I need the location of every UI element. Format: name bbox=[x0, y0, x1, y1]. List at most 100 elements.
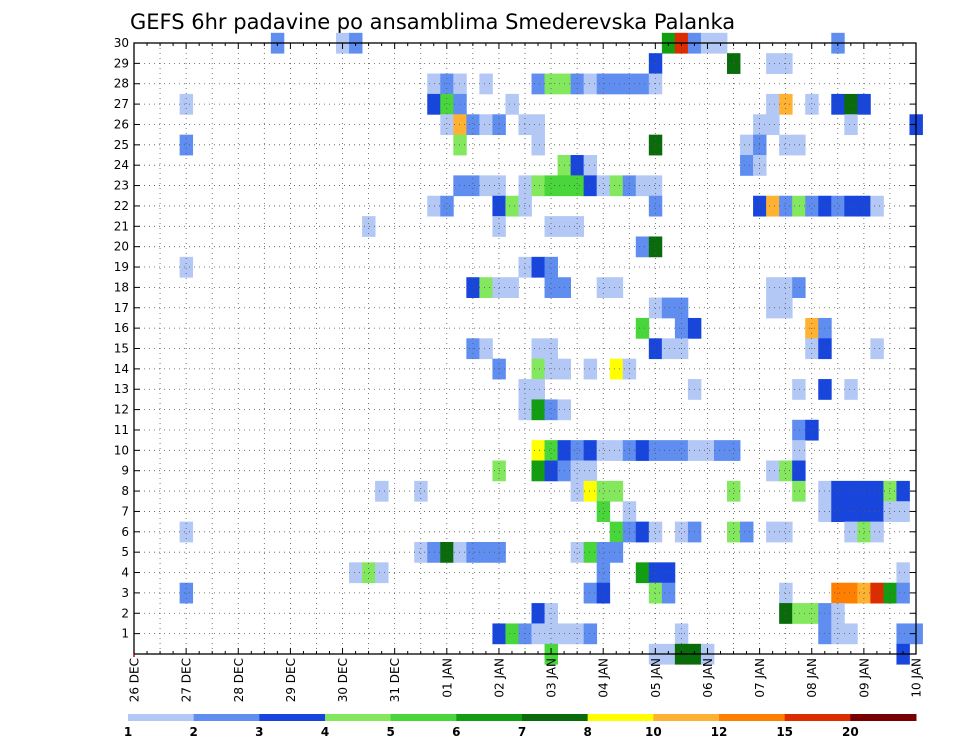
cell-member-18-step-27 bbox=[479, 277, 493, 298]
legend-swatch-10 bbox=[784, 714, 851, 721]
y-tick-label-10: 10 bbox=[114, 443, 129, 457]
cell-member-26-step-55 bbox=[844, 114, 858, 136]
cell-member-22-step-51 bbox=[792, 195, 806, 217]
cell-member-6-step-55 bbox=[844, 521, 858, 543]
cell-member-12-step-31 bbox=[531, 399, 545, 421]
cell-member-26-step-27 bbox=[479, 114, 493, 136]
cell-member-23-step-27 bbox=[479, 175, 493, 197]
cell-member-17-step-50 bbox=[779, 297, 793, 319]
x-tick-label-13: 08 JAN bbox=[805, 658, 819, 698]
cell-member-5-step-24 bbox=[440, 541, 454, 563]
cell-member-28-step-31 bbox=[531, 73, 545, 95]
cell-member-4-step-59 bbox=[896, 562, 910, 584]
cell-member-22-step-29 bbox=[505, 195, 519, 217]
x-tick-label-3: 29 DEC bbox=[284, 658, 298, 702]
y-tick-label-5: 5 bbox=[121, 545, 129, 559]
cell-member-4-step-18 bbox=[362, 562, 376, 584]
y-tick-label-21: 21 bbox=[114, 219, 129, 233]
cell-member-8-step-19 bbox=[375, 480, 389, 502]
cell-member-7-step-54 bbox=[831, 501, 845, 523]
legend-label-15: 15 bbox=[776, 725, 793, 739]
cell-member-10-step-40 bbox=[648, 440, 663, 461]
cell-member-1-step-31 bbox=[531, 623, 545, 645]
cell-member-23-step-34 bbox=[570, 175, 585, 197]
legend-label-3: 3 bbox=[255, 725, 263, 739]
y-tick-label-18: 18 bbox=[114, 280, 129, 294]
y-tick-label-7: 7 bbox=[121, 504, 129, 518]
cell-member-18-step-51 bbox=[792, 277, 806, 298]
cell-member-3-step-59 bbox=[896, 582, 910, 604]
x-tick-label-10: 05 JAN bbox=[649, 658, 663, 698]
cell-member-17-step-41 bbox=[661, 297, 676, 319]
cell-member-18-step-36 bbox=[596, 277, 611, 298]
y-tick-label-2: 2 bbox=[121, 606, 129, 620]
cell-member-26-step-30 bbox=[518, 114, 532, 136]
cell-member-5-step-37 bbox=[609, 541, 624, 563]
cell-member-5-step-36 bbox=[596, 541, 611, 563]
cell-member-9-step-35 bbox=[583, 460, 598, 482]
cell-member-22-step-40 bbox=[648, 195, 663, 217]
legend-swatch-8 bbox=[653, 714, 720, 721]
cell-member-10-step-32 bbox=[544, 440, 558, 461]
cell-member-25-step-40 bbox=[648, 134, 663, 156]
legend-label-6: 6 bbox=[452, 725, 460, 739]
cell-member-3-step-35 bbox=[583, 582, 598, 604]
x-tick-label-14: 09 JAN bbox=[857, 658, 871, 698]
cell-member-24-step-47 bbox=[740, 155, 754, 176]
cell-member-8-step-37 bbox=[609, 480, 624, 502]
cell-member-25-step-47 bbox=[740, 134, 754, 156]
cell-member-27-step-54 bbox=[831, 93, 845, 115]
cell-member-12-step-30 bbox=[518, 399, 532, 421]
legend-swatch-7 bbox=[587, 714, 654, 721]
cell-member-4-step-36 bbox=[596, 562, 611, 584]
cell-member-27-step-29 bbox=[505, 93, 519, 115]
cell-member-1-step-55 bbox=[844, 623, 858, 645]
cell-member-10-step-45 bbox=[713, 440, 728, 461]
cell-member-14-step-37 bbox=[609, 358, 624, 380]
cell-member-19-step-4 bbox=[179, 256, 194, 278]
y-tick-label-25: 25 bbox=[114, 138, 129, 152]
cell-member-3-step-57 bbox=[870, 582, 884, 604]
cell-member-23-step-39 bbox=[635, 175, 650, 197]
legend-swatch-4 bbox=[390, 714, 457, 721]
cell-member-8-step-55 bbox=[844, 480, 858, 502]
cell-member-10-step-35 bbox=[583, 440, 598, 461]
cell-member-19-step-31 bbox=[531, 256, 545, 278]
cell-member-4-step-41 bbox=[661, 562, 676, 584]
grid-lines bbox=[134, 43, 916, 654]
cell-member-11-step-51 bbox=[792, 419, 806, 441]
cell-member-7-step-55 bbox=[844, 501, 858, 523]
cell-member-23-step-26 bbox=[466, 175, 480, 197]
cell-member-8-step-59 bbox=[896, 480, 910, 502]
cell-member-8-step-51 bbox=[792, 480, 806, 502]
cell-member-10-step-46 bbox=[727, 440, 741, 461]
x-tick-label-7: 02 JAN bbox=[492, 658, 506, 698]
y-tick-label-8: 8 bbox=[121, 484, 129, 498]
x-tick-label-6: 01 JAN bbox=[440, 658, 454, 698]
cell-member-21-step-34 bbox=[570, 216, 585, 237]
cell-member-6-step-4 bbox=[179, 521, 194, 543]
cell-member-24-step-34 bbox=[570, 155, 585, 176]
cell-member-13-step-51 bbox=[792, 379, 806, 400]
cell-member-5-step-25 bbox=[453, 541, 467, 563]
cell-member-28-step-25 bbox=[453, 73, 467, 95]
cell-member-28-step-23 bbox=[427, 73, 441, 95]
cell-member-25-step-31 bbox=[531, 134, 545, 156]
cell-member-9-step-49 bbox=[766, 460, 780, 482]
cell-member-8-step-58 bbox=[883, 480, 897, 502]
cell-member-9-step-31 bbox=[531, 460, 545, 482]
cell-member-7-step-59 bbox=[896, 501, 910, 523]
x-tick-label-15: 10 JAN bbox=[910, 658, 924, 698]
cell-member-4-step-17 bbox=[349, 562, 363, 584]
cell-member-23-step-35 bbox=[583, 175, 598, 197]
x-tick-label-5: 31 DEC bbox=[388, 658, 402, 702]
x-tick-label-4: 30 DEC bbox=[336, 658, 350, 702]
cell-member-10-step-51 bbox=[792, 440, 806, 461]
y-tick-label-9: 9 bbox=[121, 464, 129, 478]
cell-member-7-step-36 bbox=[596, 501, 611, 523]
cell-member-27-step-52 bbox=[805, 93, 819, 115]
cell-member-23-step-36 bbox=[596, 175, 611, 197]
legend-swatch-2 bbox=[259, 714, 326, 721]
y-tick-label-11: 11 bbox=[114, 423, 129, 437]
cell-member-26-step-31 bbox=[531, 114, 545, 136]
